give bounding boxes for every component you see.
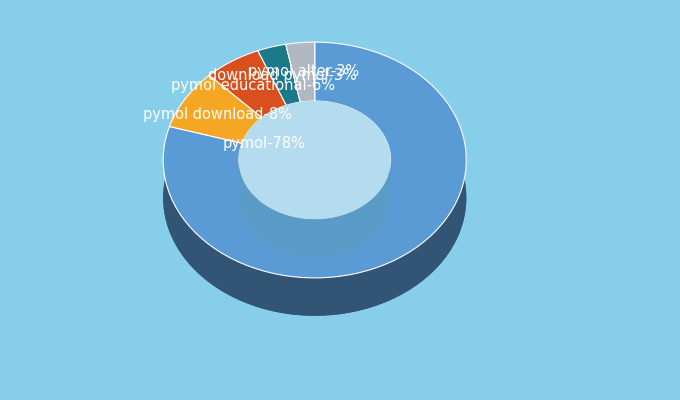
Polygon shape <box>286 42 315 102</box>
Polygon shape <box>286 80 315 140</box>
Polygon shape <box>239 101 390 257</box>
Polygon shape <box>163 42 466 278</box>
Text: pymol educational-6%: pymol educational-6% <box>171 78 335 93</box>
Polygon shape <box>169 113 262 181</box>
Polygon shape <box>242 118 262 181</box>
Polygon shape <box>301 101 315 140</box>
Polygon shape <box>169 75 209 164</box>
Text: download pymol-3%: download pymol-3% <box>208 68 357 83</box>
Polygon shape <box>239 101 390 219</box>
Polygon shape <box>169 75 262 143</box>
Polygon shape <box>262 105 286 156</box>
Polygon shape <box>209 51 258 113</box>
Polygon shape <box>163 80 466 316</box>
Text: pymol download-8%: pymol download-8% <box>143 107 292 122</box>
Polygon shape <box>239 101 390 219</box>
Polygon shape <box>286 102 301 143</box>
Text: pymol-78%: pymol-78% <box>223 136 305 151</box>
Polygon shape <box>209 89 286 156</box>
Polygon shape <box>258 44 301 105</box>
Polygon shape <box>163 42 466 316</box>
Polygon shape <box>258 44 286 89</box>
Polygon shape <box>239 139 390 257</box>
Polygon shape <box>239 160 390 257</box>
Polygon shape <box>286 42 315 82</box>
Polygon shape <box>258 82 301 143</box>
Text: pymol alter-3%: pymol alter-3% <box>248 64 360 80</box>
Polygon shape <box>209 51 286 118</box>
